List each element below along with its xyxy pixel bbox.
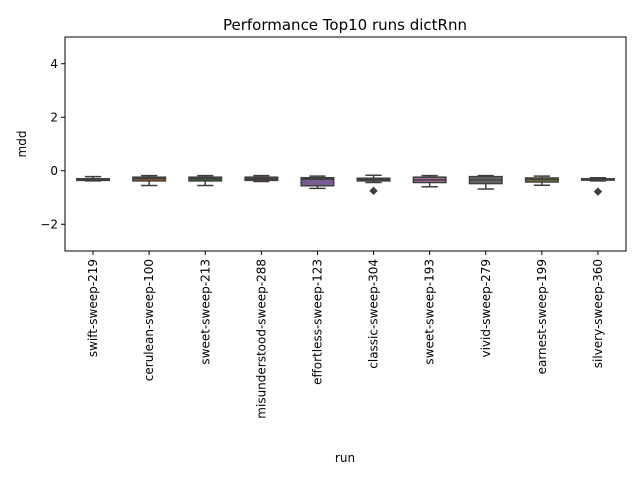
axes: −2 0 2 4 swift-sweep-219 cerulean-sweep-100 sw… (40, 36, 627, 419)
outlier-point (369, 186, 378, 196)
x-tick-label: effortless-sweep-123 (310, 259, 324, 385)
plot-frame (64, 36, 627, 252)
x-tick-label: vivid-sweep-279 (479, 259, 493, 358)
box-4 (244, 174, 279, 183)
box-8 (468, 174, 503, 190)
box-7 (412, 174, 447, 188)
x-tick-label: sweet-sweep-213 (198, 259, 212, 365)
box-9 (524, 175, 559, 186)
x-tick-label: earnest-sweep-199 (535, 259, 549, 374)
y-tick-label: 0 (50, 164, 58, 178)
box-5 (300, 175, 335, 190)
x-tick-label: sweet-sweep-193 (423, 259, 437, 365)
x-tick-label: cerulean-sweep-100 (142, 259, 156, 381)
box-6 (356, 174, 391, 196)
x-tick-label: classic-sweep-304 (367, 259, 381, 369)
x-axis-label: run (335, 451, 355, 465)
y-axis-label: mdd (15, 131, 29, 158)
x-tick-label: silvery-sweep-360 (591, 259, 605, 368)
chart-title: Performance Top10 runs dictRnn (223, 16, 467, 34)
box-3 (188, 174, 223, 187)
box-10 (580, 176, 615, 196)
x-tick-label: swift-sweep-219 (86, 259, 100, 357)
outlier-point (593, 187, 603, 196)
y-tick-label: 2 (50, 110, 58, 124)
y-tick-label: 4 (50, 57, 58, 71)
y-tick-label: −2 (40, 217, 58, 231)
box-2 (132, 174, 167, 187)
box-1 (76, 175, 111, 182)
box-iqr (300, 176, 335, 187)
plot-area (76, 174, 615, 196)
x-tick-label: misunderstood-sweep-288 (254, 259, 268, 419)
